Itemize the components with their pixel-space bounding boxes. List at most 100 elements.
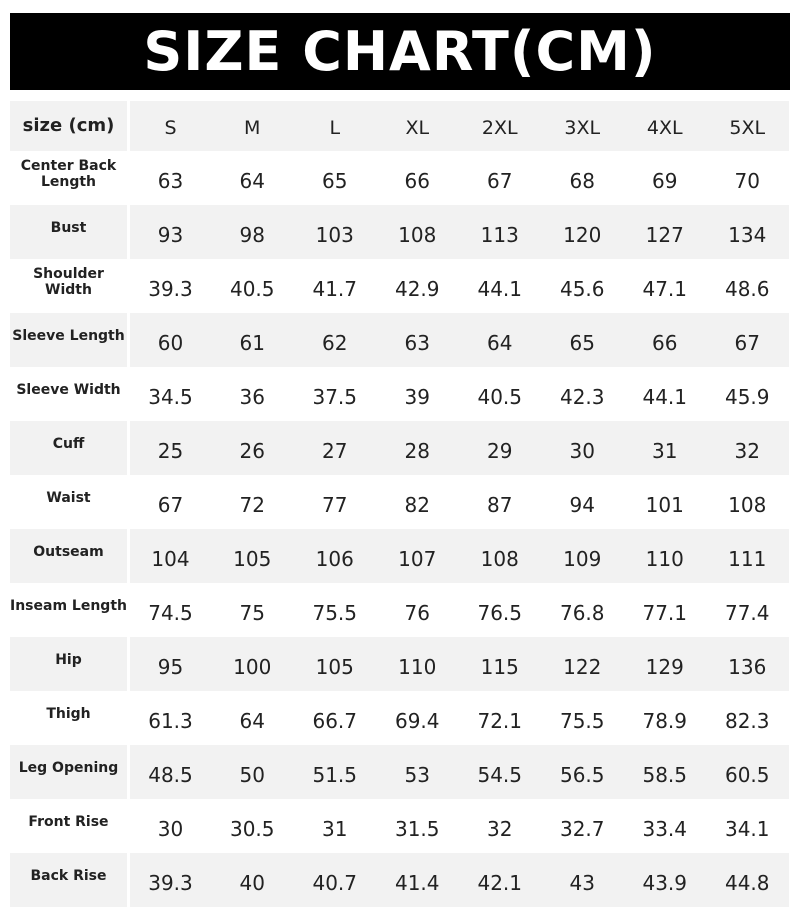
cell-value: 63 <box>157 169 184 193</box>
table-row: Thigh 61.3 64 66.7 69.4 72.1 75.5 78.9 82.3 <box>10 691 789 745</box>
row-label: Waist <box>10 475 130 529</box>
cell-value: 75.5 <box>312 601 358 625</box>
cell-value: 40.7 <box>293 853 376 907</box>
cell-value: 32 <box>487 817 513 841</box>
cell-value: 111 <box>706 529 789 583</box>
table-row: Waist 67 72 77 82 87 94 101 108 <box>10 475 789 529</box>
table-row: Back Rise 39.3 40 40.7 41.4 42.1 43 43.9 44.8 <box>10 853 789 907</box>
cell-value: 67 <box>487 169 513 193</box>
cell-value: 42.3 <box>559 385 605 409</box>
cell-value: 65 <box>322 169 348 193</box>
cell-value: 65 <box>541 313 624 367</box>
cell-value: 44.1 <box>642 385 688 409</box>
cell-value: 42.9 <box>394 277 440 301</box>
cell-value: 110 <box>376 637 459 691</box>
table-row: Center Back Length 63 64 65 66 67 68 69 70 <box>10 151 789 205</box>
cell-value: 70 <box>734 169 760 193</box>
cell-value: 43 <box>541 853 624 907</box>
cell-value: 32 <box>706 421 789 475</box>
row-label: Hip <box>10 637 130 691</box>
cell-value: 74.5 <box>148 601 193 625</box>
cell-value: 31.5 <box>394 817 440 841</box>
cell-value: 78.9 <box>642 709 688 733</box>
cell-value: 33.4 <box>642 817 688 841</box>
cell-value: 94 <box>569 493 595 517</box>
row-label: Shoulder Width <box>10 259 130 313</box>
cell-value: 40 <box>211 853 294 907</box>
cell-value: 105 <box>211 529 294 583</box>
row-label: Leg Opening <box>10 745 130 799</box>
cell-value: 44.8 <box>706 853 789 907</box>
cell-value: 62 <box>293 313 376 367</box>
cell-value: 64 <box>458 313 541 367</box>
table-row: Leg Opening 48.5 50 51.5 53 54.5 56.5 58.5 60.5 <box>10 745 789 799</box>
cell-value: 77 <box>322 493 348 517</box>
cell-value: 3XL <box>541 101 624 151</box>
page-title: SIZE CHART(CM) <box>143 20 657 83</box>
cell-value: 75 <box>239 601 265 625</box>
cell-value: 60.5 <box>706 745 789 799</box>
cell-value: 72 <box>239 493 265 517</box>
cell-value: 115 <box>458 637 541 691</box>
cell-value: 106 <box>293 529 376 583</box>
table-row: Bust 93 98 103 108 113 120 127 134 <box>10 205 789 259</box>
cell-value: 53 <box>376 745 459 799</box>
cell-value: 37.5 <box>312 385 358 409</box>
cell-value: 69 <box>652 169 678 193</box>
cell-value: 30.5 <box>229 817 275 841</box>
cell-value: 110 <box>623 529 706 583</box>
cell-value: 42.1 <box>458 853 541 907</box>
cell-value: 27 <box>293 421 376 475</box>
cell-value: 39.3 <box>148 277 193 301</box>
cell-value: 120 <box>541 205 624 259</box>
cell-value: 105 <box>293 637 376 691</box>
row-label: Sleeve Width <box>10 367 130 421</box>
cell-value: 66.7 <box>312 709 358 733</box>
table-row: Front Rise 30 30.5 31 31.5 32 32.7 33.4 34.1 <box>10 799 789 853</box>
row-label: Center Back Length <box>10 151 130 205</box>
cell-value: 67 <box>706 313 789 367</box>
cell-value: 82.3 <box>724 709 770 733</box>
table-row: Hip 95 100 105 110 115 122 129 136 <box>10 637 789 691</box>
cell-value: L <box>293 101 376 151</box>
cell-value: 101 <box>645 493 684 517</box>
cell-value: 136 <box>706 637 789 691</box>
cell-value: 129 <box>623 637 706 691</box>
row-label: size (cm) <box>10 101 130 151</box>
cell-value: 66 <box>404 169 430 193</box>
cell-value: 32.7 <box>559 817 605 841</box>
header-row: size (cm) S M L XL 2XL 3XL 4XL 5XL <box>10 101 789 151</box>
cell-value: 36 <box>239 385 265 409</box>
row-label: Sleeve Length <box>10 313 130 367</box>
cell-value: 64 <box>239 169 265 193</box>
cell-value: 75.5 <box>559 709 605 733</box>
cell-value: 56.5 <box>541 745 624 799</box>
cell-value: 51.5 <box>293 745 376 799</box>
cell-value: 54.5 <box>458 745 541 799</box>
row-label: Inseam Length <box>10 583 130 637</box>
cell-value: 66 <box>623 313 706 367</box>
cell-value: 58.5 <box>623 745 706 799</box>
cell-value: 93 <box>128 205 211 259</box>
cell-value: 41.7 <box>312 277 358 301</box>
cell-value: 31 <box>623 421 706 475</box>
cell-value: 87 <box>487 493 513 517</box>
cell-value: 4XL <box>623 101 706 151</box>
cell-value: 45.9 <box>724 385 770 409</box>
cell-value: 47.1 <box>642 277 688 301</box>
cell-value: 2XL <box>458 101 541 151</box>
cell-value: 76 <box>404 601 430 625</box>
cell-value: 30 <box>541 421 624 475</box>
cell-value: 50 <box>211 745 294 799</box>
cell-value: 34.5 <box>148 385 193 409</box>
cell-value: 41.4 <box>376 853 459 907</box>
cell-value: 68 <box>569 169 595 193</box>
cell-value: 134 <box>706 205 789 259</box>
cell-value: 39 <box>404 385 430 409</box>
cell-value: 40.5 <box>477 385 523 409</box>
row-label: Bust <box>10 205 130 259</box>
cell-value: 48.5 <box>128 745 211 799</box>
table-row: Inseam Length 74.5 75 75.5 76 76.5 76.8 77.1 77.… <box>10 583 789 637</box>
table-row: Sleeve Width 34.5 36 37.5 39 40.5 42.3 44.1 45.9 <box>10 367 789 421</box>
row-label: Front Rise <box>10 799 130 853</box>
